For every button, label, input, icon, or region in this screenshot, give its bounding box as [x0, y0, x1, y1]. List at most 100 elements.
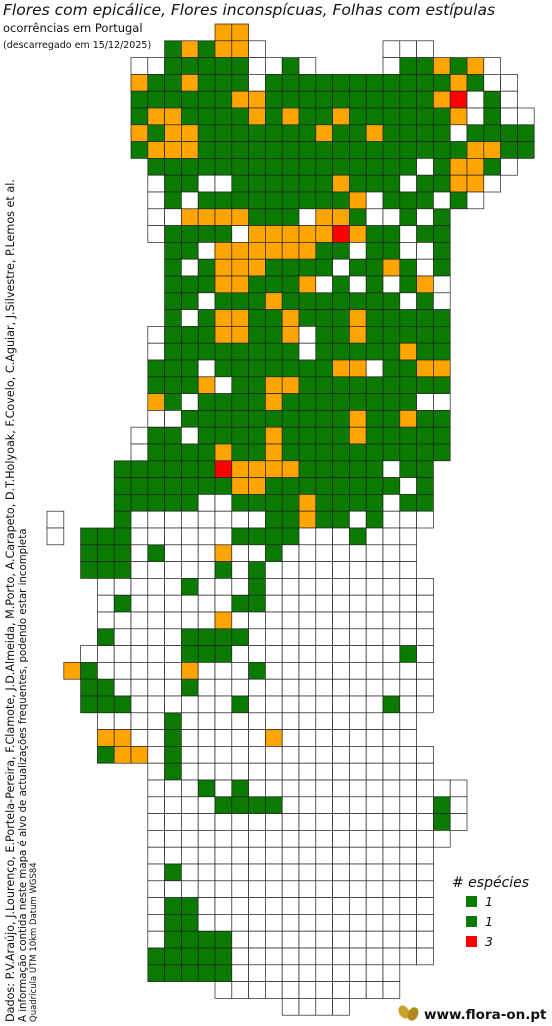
grid-cell — [164, 393, 182, 411]
grid-cell — [113, 544, 132, 562]
grid-cell — [214, 342, 233, 361]
grid-cell — [315, 729, 333, 747]
grid-cell — [197, 914, 216, 932]
grid-cell — [416, 275, 434, 294]
grid-cell — [416, 40, 434, 58]
grid-cell — [181, 309, 199, 327]
grid-cell — [265, 124, 283, 142]
grid-cell — [181, 645, 199, 663]
grid-cell — [399, 124, 417, 142]
grid-cell — [281, 258, 300, 277]
grid-cell — [365, 947, 384, 966]
grid-cell — [416, 124, 434, 142]
grid-cell — [281, 326, 300, 344]
grid-cell — [281, 846, 300, 865]
grid-cell — [399, 645, 417, 663]
grid-cell — [332, 662, 350, 680]
logo — [398, 1005, 419, 1021]
grid-cell — [248, 443, 266, 462]
grid-cell — [281, 494, 300, 512]
grid-cell — [231, 292, 249, 310]
grid-cell — [416, 779, 434, 798]
grid-cell — [298, 57, 317, 75]
grid-cell — [197, 393, 216, 411]
grid-cell — [265, 527, 283, 546]
grid-cell — [349, 863, 367, 882]
grid-cell — [147, 897, 165, 915]
grid-cell — [315, 158, 333, 176]
grid-cell — [248, 914, 266, 932]
grid-cell — [214, 107, 233, 126]
grid-note: Quadrícula UTM 10km Datum WGS84 — [29, 862, 39, 1022]
grid-cell — [214, 645, 233, 663]
grid-cell — [265, 594, 283, 613]
grid-cell — [433, 292, 451, 310]
grid-cell — [399, 40, 417, 58]
grid-cell — [214, 90, 233, 109]
grid-cell — [181, 830, 199, 848]
grid-cell — [399, 712, 417, 730]
grid-cell — [298, 393, 317, 411]
grid-cell — [382, 359, 401, 378]
grid-cell — [97, 678, 115, 697]
grid-cell — [365, 510, 384, 529]
grid-cell — [147, 779, 165, 798]
grid-cell — [399, 292, 417, 310]
grid-cell — [365, 326, 384, 344]
grid-cell — [281, 628, 300, 646]
grid-cell — [181, 846, 199, 865]
grid-cell — [281, 158, 300, 176]
grid-cell — [298, 326, 317, 344]
grid-cell — [332, 628, 350, 646]
grid-cell — [265, 342, 283, 361]
grid-cell — [181, 326, 199, 344]
grid-cell — [130, 74, 149, 92]
grid-cell — [399, 90, 417, 109]
grid-cell — [164, 359, 182, 378]
grid-cell — [248, 594, 266, 613]
grid-cell — [382, 426, 401, 445]
grid-cell — [365, 443, 384, 462]
grid-cell — [416, 376, 434, 394]
grid-cell — [197, 796, 216, 814]
grid-cell — [399, 410, 417, 428]
grid-cell — [214, 460, 233, 478]
grid-cell — [214, 393, 233, 411]
grid-cell — [164, 695, 182, 714]
grid-cell — [281, 762, 300, 781]
grid-cell — [130, 141, 149, 159]
grid-cell — [399, 880, 417, 898]
grid-cell — [181, 460, 199, 478]
grid-cell — [298, 443, 317, 462]
grid-cell — [130, 443, 149, 462]
grid-cell — [147, 863, 165, 882]
grid-cell — [399, 225, 417, 243]
grid-cell — [349, 981, 367, 999]
grid-cell — [332, 964, 350, 982]
grid-cell — [231, 460, 249, 478]
grid-cell — [349, 796, 367, 814]
grid-cell — [416, 594, 434, 613]
grid-cell — [332, 561, 350, 579]
grid-cell — [298, 981, 317, 999]
grid-cell — [113, 527, 132, 546]
grid-cell — [517, 141, 535, 159]
grid-cell — [214, 762, 233, 781]
grid-cell — [181, 90, 199, 109]
grid-cell — [315, 510, 333, 529]
grid-cell — [315, 846, 333, 865]
grid-cell — [349, 897, 367, 915]
website[interactable]: www.flora-on.pt — [424, 1007, 547, 1023]
grid-cell — [248, 712, 266, 730]
grid-cell — [197, 57, 216, 75]
grid-cell — [281, 460, 300, 478]
grid-cell — [365, 594, 384, 613]
grid-cell — [399, 57, 417, 75]
grid-cell — [332, 477, 350, 495]
grid-cell — [231, 191, 249, 210]
grid-cell — [483, 124, 501, 142]
grid-cell — [281, 443, 300, 462]
grid-cell — [416, 880, 434, 898]
grid-cell — [315, 880, 333, 898]
grid-cell — [113, 729, 132, 747]
